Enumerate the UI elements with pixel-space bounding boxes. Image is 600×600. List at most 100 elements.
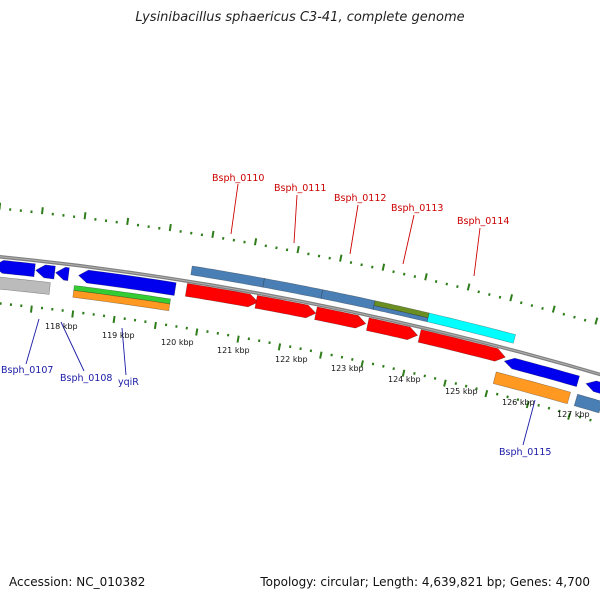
outer-tick (530, 304, 534, 308)
outer-tick (456, 285, 459, 289)
outer-tick (519, 301, 523, 305)
outer-tick (41, 207, 44, 215)
leader-line (349, 204, 359, 255)
inner-tick (401, 369, 406, 377)
gene-label: Bsph_0114 (457, 216, 509, 227)
cds-feature-14 (55, 266, 70, 282)
leader-line (473, 227, 481, 277)
cds-feature-10 (366, 317, 419, 341)
outer-tick (562, 312, 566, 316)
outer-tick (126, 217, 130, 226)
inner-tick (589, 418, 592, 422)
inner-tick (351, 358, 354, 361)
kbp-tick-label: 126 kbp (502, 398, 535, 407)
inner-tick (413, 372, 416, 375)
kbp-tick-label: 120 kbp (161, 338, 194, 347)
gene-label: Bsph_0107 (1, 365, 53, 376)
cds-feature-16 (0, 276, 51, 295)
inner-tick (277, 343, 282, 351)
outer-tick (551, 305, 556, 313)
gene-label: Bsph_0111 (274, 183, 326, 194)
cds-feature-11 (417, 329, 506, 362)
cds-feature-21 (492, 371, 571, 405)
outer-tick (211, 230, 215, 238)
outer-tick (339, 254, 343, 262)
inner-tick (443, 379, 447, 387)
inner-tick (516, 398, 520, 402)
inner-tick (71, 310, 75, 318)
kbp-tick-label: 125 kbp (445, 387, 478, 396)
gene-label-group: Bsph_0110 Bsph_0111 Bsph_0112 Bsph_0113 Bsph… (1, 173, 551, 458)
outer-tick (371, 265, 374, 269)
genome-stats-text: Topology: circular; Length: 4,639,821 bp… (260, 575, 590, 589)
cds-feature-15 (78, 269, 177, 296)
outer-tick (168, 223, 172, 232)
outer-tick (445, 282, 449, 286)
inner-tick (112, 315, 116, 324)
inner-tick (537, 403, 540, 407)
inner-tick (475, 387, 478, 391)
outer-tick (573, 315, 576, 319)
outer-tick (392, 270, 395, 274)
leader-line (60, 321, 85, 372)
inner-tick (340, 355, 344, 359)
inner-tick (236, 335, 240, 343)
inner-tick (371, 362, 375, 366)
cds-feature-12 (0, 260, 36, 278)
outer-tick (541, 306, 544, 310)
inner-tick (330, 353, 333, 357)
genome-title: Lysinibacillus sphaericus C3-41, complet… (135, 10, 465, 25)
outer-tick (413, 275, 417, 278)
leader-line (230, 183, 239, 235)
kbp-label-group: 118 kbp 119 kbp 120 kbp 121 kbp 122 kbp 123 k… (45, 322, 590, 419)
outer-tick (253, 238, 258, 246)
inner-tick (423, 374, 427, 378)
cds-feature-6 (426, 312, 516, 344)
cds-feature-18 (72, 290, 171, 312)
outer-tick (296, 246, 300, 254)
outer-tick (434, 280, 438, 283)
feature-track (0, 260, 600, 414)
outer-tick (583, 318, 587, 322)
inner-tick (30, 305, 33, 313)
kbp-tick-label: 119 kbp (102, 331, 135, 340)
inner-tick (558, 409, 561, 413)
cds-feature-9 (314, 306, 367, 329)
inner-tick (506, 395, 509, 399)
inner-tick (464, 384, 468, 388)
inner-tick (153, 321, 157, 330)
inner-tick (547, 406, 551, 410)
outer-tick-ring (0, 202, 599, 325)
outer-tick (381, 263, 386, 271)
outer-tick (349, 261, 353, 264)
inner-tick (392, 367, 395, 371)
leader-line (522, 399, 536, 446)
inner-tick (495, 392, 499, 396)
gene-label: Bsph_0115 (499, 447, 551, 458)
inner-tick (578, 415, 582, 419)
kbp-tick-label: 123 kbp (331, 364, 364, 373)
gene-label: Bsph_0108 (60, 373, 112, 384)
gene-label: Bsph_0113 (391, 203, 443, 214)
cds-feature-13 (35, 264, 56, 280)
leader-line (25, 318, 40, 365)
kbp-tick-label: 118 kbp (45, 322, 78, 331)
kbp-tick-label: 127 kbp (557, 410, 590, 419)
inner-tick (567, 412, 572, 420)
inner-tick (484, 389, 489, 398)
outer-tick (509, 294, 514, 302)
cds-feature-7 (184, 283, 259, 308)
cds-feature-20 (585, 380, 600, 394)
outer-tick (360, 263, 363, 267)
label-leader-lines (25, 183, 536, 446)
outer-tick (594, 317, 599, 325)
inner-tick (382, 364, 385, 368)
kbp-tick-label: 124 kbp (388, 375, 421, 384)
outer-tick (488, 293, 491, 296)
outer-tick (83, 212, 87, 220)
kbp-tick-label: 121 kbp (217, 346, 250, 355)
inner-tick (454, 382, 458, 385)
cds-feature-8 (254, 295, 317, 319)
